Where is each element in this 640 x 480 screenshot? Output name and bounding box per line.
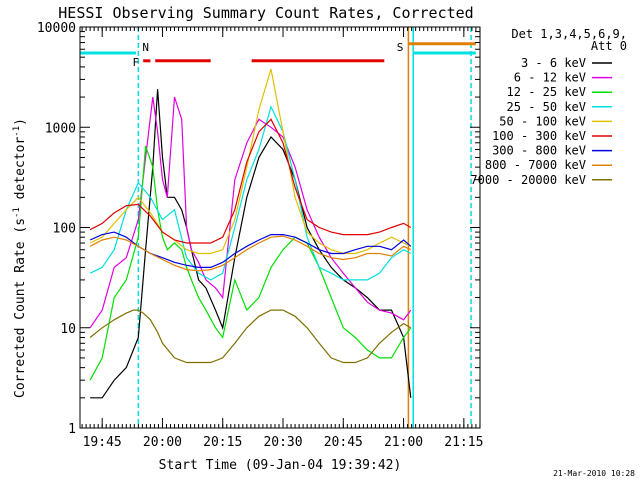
x-tick-label: 21:00 [384, 435, 423, 450]
series-line-4 [89, 68, 412, 255]
legend-label-1: 6 - 12 keV [514, 71, 586, 85]
legend-label-7: 800 - 7000 keV [485, 158, 586, 172]
marker-label-N: N [142, 41, 149, 54]
y-axis-label: Corrected Count Rate (s-1 detector-1) [12, 118, 28, 398]
x-tick-label: 20:15 [203, 435, 242, 450]
x-axis-label: Start Time (09-Jan-04 19:39:42) [159, 458, 402, 473]
y-tick-label: 10 [60, 322, 76, 337]
series-line-2 [89, 145, 412, 381]
x-tick-label: 21:15 [444, 435, 483, 450]
legend-label-4: 50 - 100 keV [499, 114, 586, 128]
x-tick-label: 20:45 [324, 435, 363, 450]
x-tick-label: 19:45 [83, 435, 122, 450]
series-line-3 [89, 105, 412, 281]
series-line-7 [89, 235, 412, 272]
legend-label-3: 25 - 50 keV [507, 100, 586, 114]
legend-label-2: 12 - 25 keV [507, 85, 586, 99]
legend-header-line-2: Att 0 [591, 39, 627, 53]
y-axis-label-tail: detector [13, 137, 28, 208]
y-axis-label-main: Corrected Count Rate (s [13, 218, 28, 398]
y-tick-label: 10000 [37, 21, 76, 36]
y-tick-label: 1 [68, 422, 76, 437]
series-layer [89, 68, 412, 399]
chart-title: HESSI Observing Summary Count Rates, Cor… [58, 4, 473, 22]
x-axis: 19:45 20:00 20:15 20:30 20:45 21:00 21:15 [81, 27, 483, 450]
legend-label-0: 3 - 6 keV [521, 56, 586, 70]
legend-label-5: 100 - 300 keV [492, 129, 586, 143]
y-axis-label-sup: -1 [12, 207, 22, 218]
legend-label-6: 300 - 800 keV [492, 144, 586, 158]
y-axis-label-end: ) [13, 118, 28, 126]
x-tick-label: 20:00 [143, 435, 182, 450]
x-tick-label: 20:30 [263, 435, 302, 450]
y-axis: 1 10 100 1000 10000 [37, 21, 480, 437]
series-line-1 [89, 96, 412, 329]
y-axis-label-sup-2: -1 [12, 126, 22, 137]
series-line-0 [90, 89, 412, 399]
series-line-8 [89, 309, 412, 364]
legend-header-line-1: Det 1,3,4,5,6,9, [511, 27, 627, 41]
timestamp: 21-Mar-2010 10:28 [553, 469, 635, 478]
series-line-5 [89, 118, 412, 244]
legend-label-8: 7000 - 20000 keV [470, 173, 586, 187]
marker-label-F: F [133, 56, 140, 69]
y-tick-label: 1000 [45, 121, 76, 136]
y-tick-label: 100 [53, 222, 76, 237]
marker-label-S: S [397, 41, 404, 54]
